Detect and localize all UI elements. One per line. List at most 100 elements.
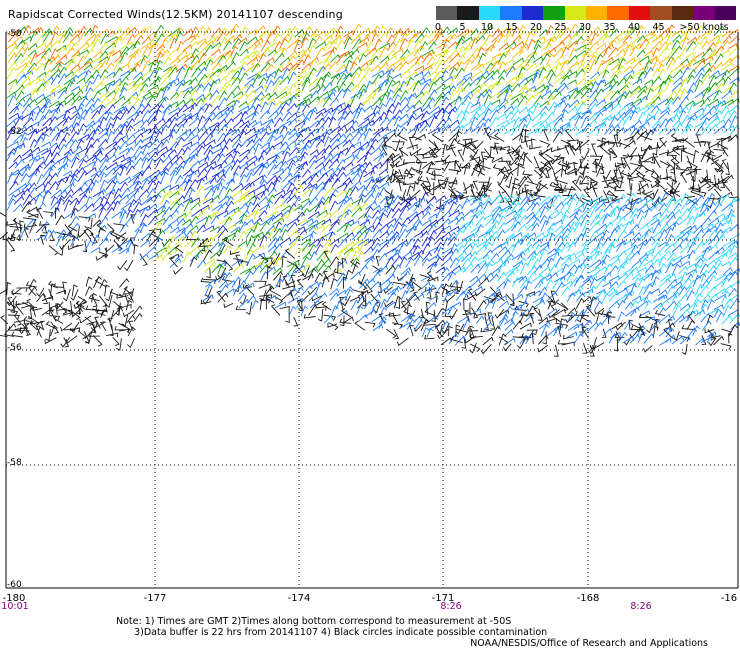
wind-barb xyxy=(99,201,111,212)
wind-barb xyxy=(560,302,569,312)
wind-barb xyxy=(216,153,226,163)
wind-barb xyxy=(427,276,439,282)
wind-barb xyxy=(372,216,381,226)
wind-barb xyxy=(589,59,598,72)
wind-barb xyxy=(554,201,564,211)
wind-barb xyxy=(224,232,236,240)
wind-barb xyxy=(323,243,333,253)
wind-barb xyxy=(561,227,571,239)
wind-barb xyxy=(393,329,400,340)
wind-barb xyxy=(631,119,642,129)
wind-barb xyxy=(385,132,397,143)
wind-barb xyxy=(36,31,48,43)
wind-barb xyxy=(363,127,373,141)
wind-barb xyxy=(238,72,249,84)
wind-barb xyxy=(112,306,124,317)
wind-barb xyxy=(526,174,534,185)
wind-barb xyxy=(694,79,703,93)
wind-barb xyxy=(265,41,278,50)
wind-barb xyxy=(308,154,318,164)
wind-barb xyxy=(504,41,517,50)
wind-barb xyxy=(499,249,511,260)
wind-barb xyxy=(602,212,611,224)
wind-barb xyxy=(323,249,332,260)
wind-barb xyxy=(329,200,339,212)
wind-barb xyxy=(118,140,128,150)
wind-barb xyxy=(20,77,31,86)
wind-barb xyxy=(39,234,45,245)
wind-barb xyxy=(435,58,446,71)
wind-barb xyxy=(246,295,256,304)
wind-barb xyxy=(715,77,726,86)
wind-barb xyxy=(403,169,415,176)
wind-barb xyxy=(659,56,671,65)
wind-barb xyxy=(386,115,397,127)
wind-barb xyxy=(419,27,430,37)
wind-barb xyxy=(364,309,377,318)
wind-barb xyxy=(567,215,579,226)
wind-barb xyxy=(608,280,619,290)
wind-barb xyxy=(678,286,688,296)
wind-barb xyxy=(147,158,156,170)
wind-barb xyxy=(301,47,311,57)
wind-barb xyxy=(706,259,717,267)
wind-barb xyxy=(112,200,121,211)
wind-barb xyxy=(121,314,129,327)
wind-barb xyxy=(540,63,551,72)
wind-barb xyxy=(671,291,681,302)
wind-barb xyxy=(554,281,565,294)
wind-barb xyxy=(90,246,101,254)
wind-barb xyxy=(104,146,117,156)
wind-barb xyxy=(468,278,481,289)
wind-barb xyxy=(645,34,658,42)
wind-barb xyxy=(713,308,722,318)
wind-barb xyxy=(148,43,157,57)
wind-barb xyxy=(118,87,128,98)
wind-barb xyxy=(510,109,521,121)
wind-barb xyxy=(574,233,585,246)
wind-barb xyxy=(602,328,613,337)
wind-barb xyxy=(609,102,622,113)
wind-barb xyxy=(428,81,437,93)
wind-barb xyxy=(379,239,390,246)
wind-barb xyxy=(370,303,379,316)
wind-barb xyxy=(549,181,562,189)
wind-barb xyxy=(176,147,185,157)
wind-barb xyxy=(532,71,541,84)
wind-barb xyxy=(209,241,221,252)
wind-barb xyxy=(673,197,683,206)
wind-barb xyxy=(392,139,401,152)
wind-barb xyxy=(175,235,186,246)
wind-barb xyxy=(407,61,420,71)
wind-barb xyxy=(449,248,459,259)
wind-barb xyxy=(562,102,571,113)
wind-barb xyxy=(266,181,275,191)
wind-barb xyxy=(251,49,260,59)
wind-barb xyxy=(454,67,465,79)
wind-barb xyxy=(232,263,245,273)
wind-barb xyxy=(363,151,372,162)
wind-barb xyxy=(601,254,611,266)
wind-barb xyxy=(470,210,483,218)
wind-barb xyxy=(349,61,358,71)
wind-barb xyxy=(512,116,522,128)
wind-barb xyxy=(399,55,408,66)
wind-barb xyxy=(244,77,256,87)
wind-barb xyxy=(126,154,137,162)
wind-barb xyxy=(32,306,38,317)
wind-barb xyxy=(428,115,438,128)
wind-barb xyxy=(217,118,227,127)
wind-barb xyxy=(335,171,346,183)
wind-barb xyxy=(672,119,682,128)
wind-barb xyxy=(700,35,709,45)
wind-barb xyxy=(19,220,24,234)
wind-barb xyxy=(196,47,208,57)
wind-barb xyxy=(281,111,292,122)
wind-barb xyxy=(169,258,182,268)
wind-barb xyxy=(447,235,457,246)
wind-barb xyxy=(657,80,667,93)
wind-barb xyxy=(534,279,544,289)
wind-barb xyxy=(359,202,369,212)
wind-barb xyxy=(442,249,454,261)
wind-barb xyxy=(224,188,233,199)
